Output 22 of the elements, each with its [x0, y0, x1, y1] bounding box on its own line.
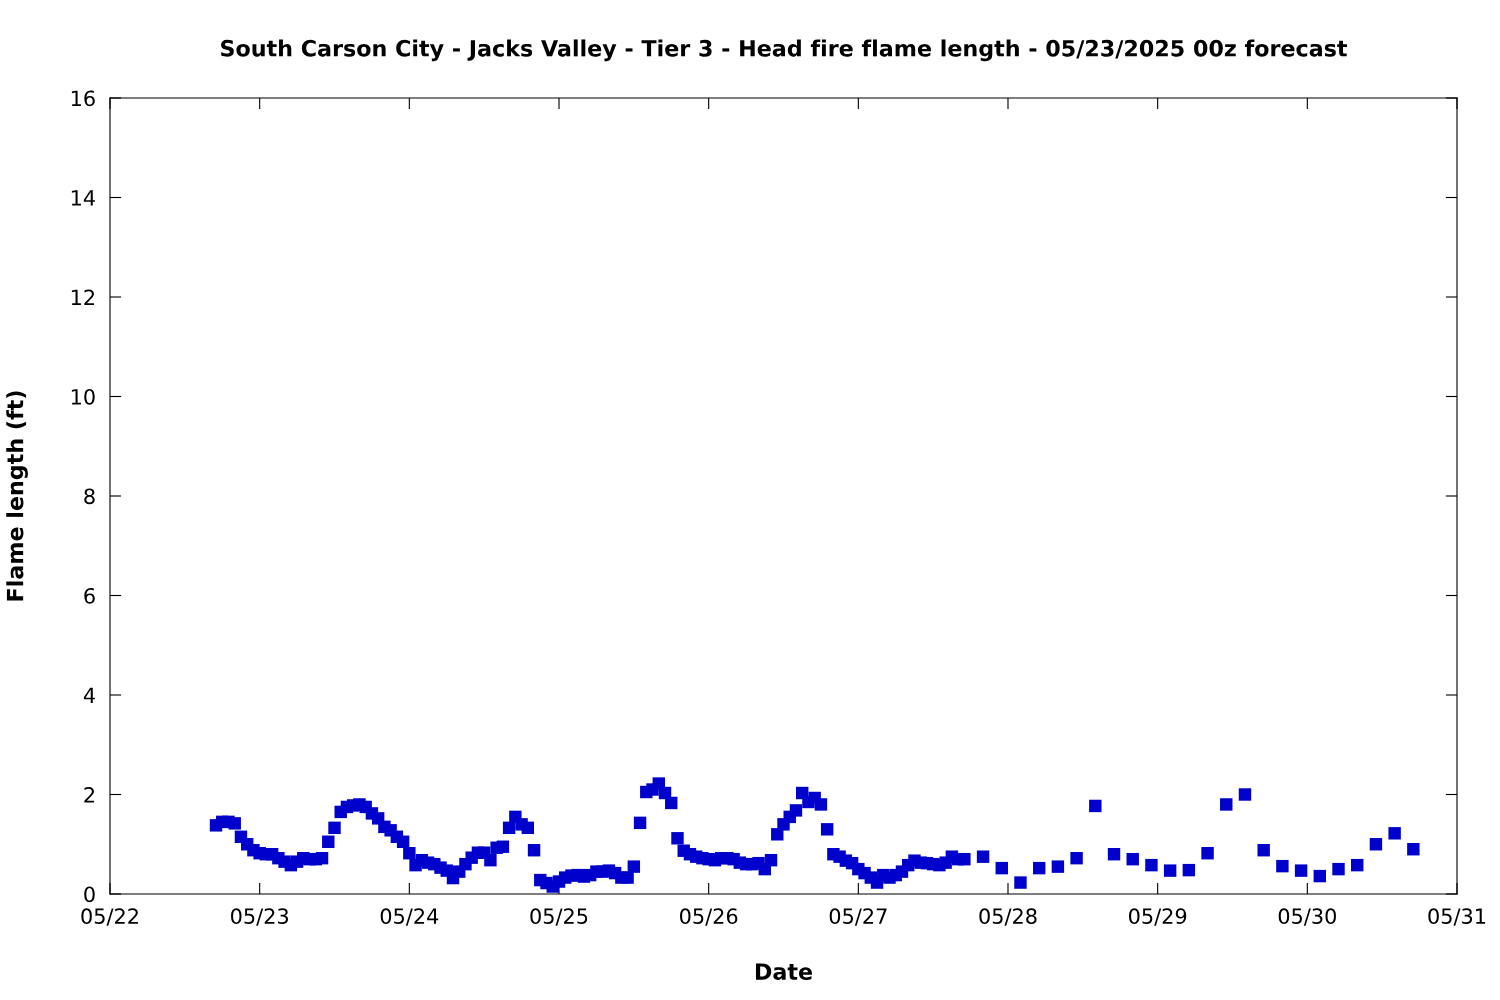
x-tick-label: 05/27	[829, 908, 887, 926]
x-tick-label: 05/25	[530, 908, 588, 926]
y-tick-label: 6	[84, 587, 95, 604]
x-tick-label: 05/31	[1428, 908, 1486, 926]
y-tick-label: 12	[71, 289, 95, 305]
x-tick-label: 05/26	[680, 908, 738, 926]
y-tick-label: 8	[84, 488, 95, 505]
chart-title: South Carson City - Jacks Valley - Tier 3 - Head fire flame length - 05/23/2025 00z forecast	[221, 39, 1348, 62]
x-tick-label: 05/28	[979, 908, 1037, 926]
y-tick-label: 4	[83, 687, 95, 703]
y-tick-label: 14	[71, 190, 95, 206]
x-tick-label: 05/29	[1129, 908, 1187, 926]
x-axis-title: Date	[755, 963, 812, 980]
y-tick-label: 2	[84, 786, 95, 803]
y-axis-title: Flame length (ft)	[6, 391, 28, 601]
y-tick-label: 16	[71, 90, 95, 107]
x-tick-label: 05/24	[380, 908, 439, 926]
y-tick-label: 0	[84, 886, 95, 903]
x-tick-label: 05/30	[1278, 908, 1336, 926]
x-tick-label: 05/23	[231, 908, 289, 926]
y-tick-label: 10	[71, 388, 95, 405]
x-tick-label: 05/22	[81, 908, 138, 926]
